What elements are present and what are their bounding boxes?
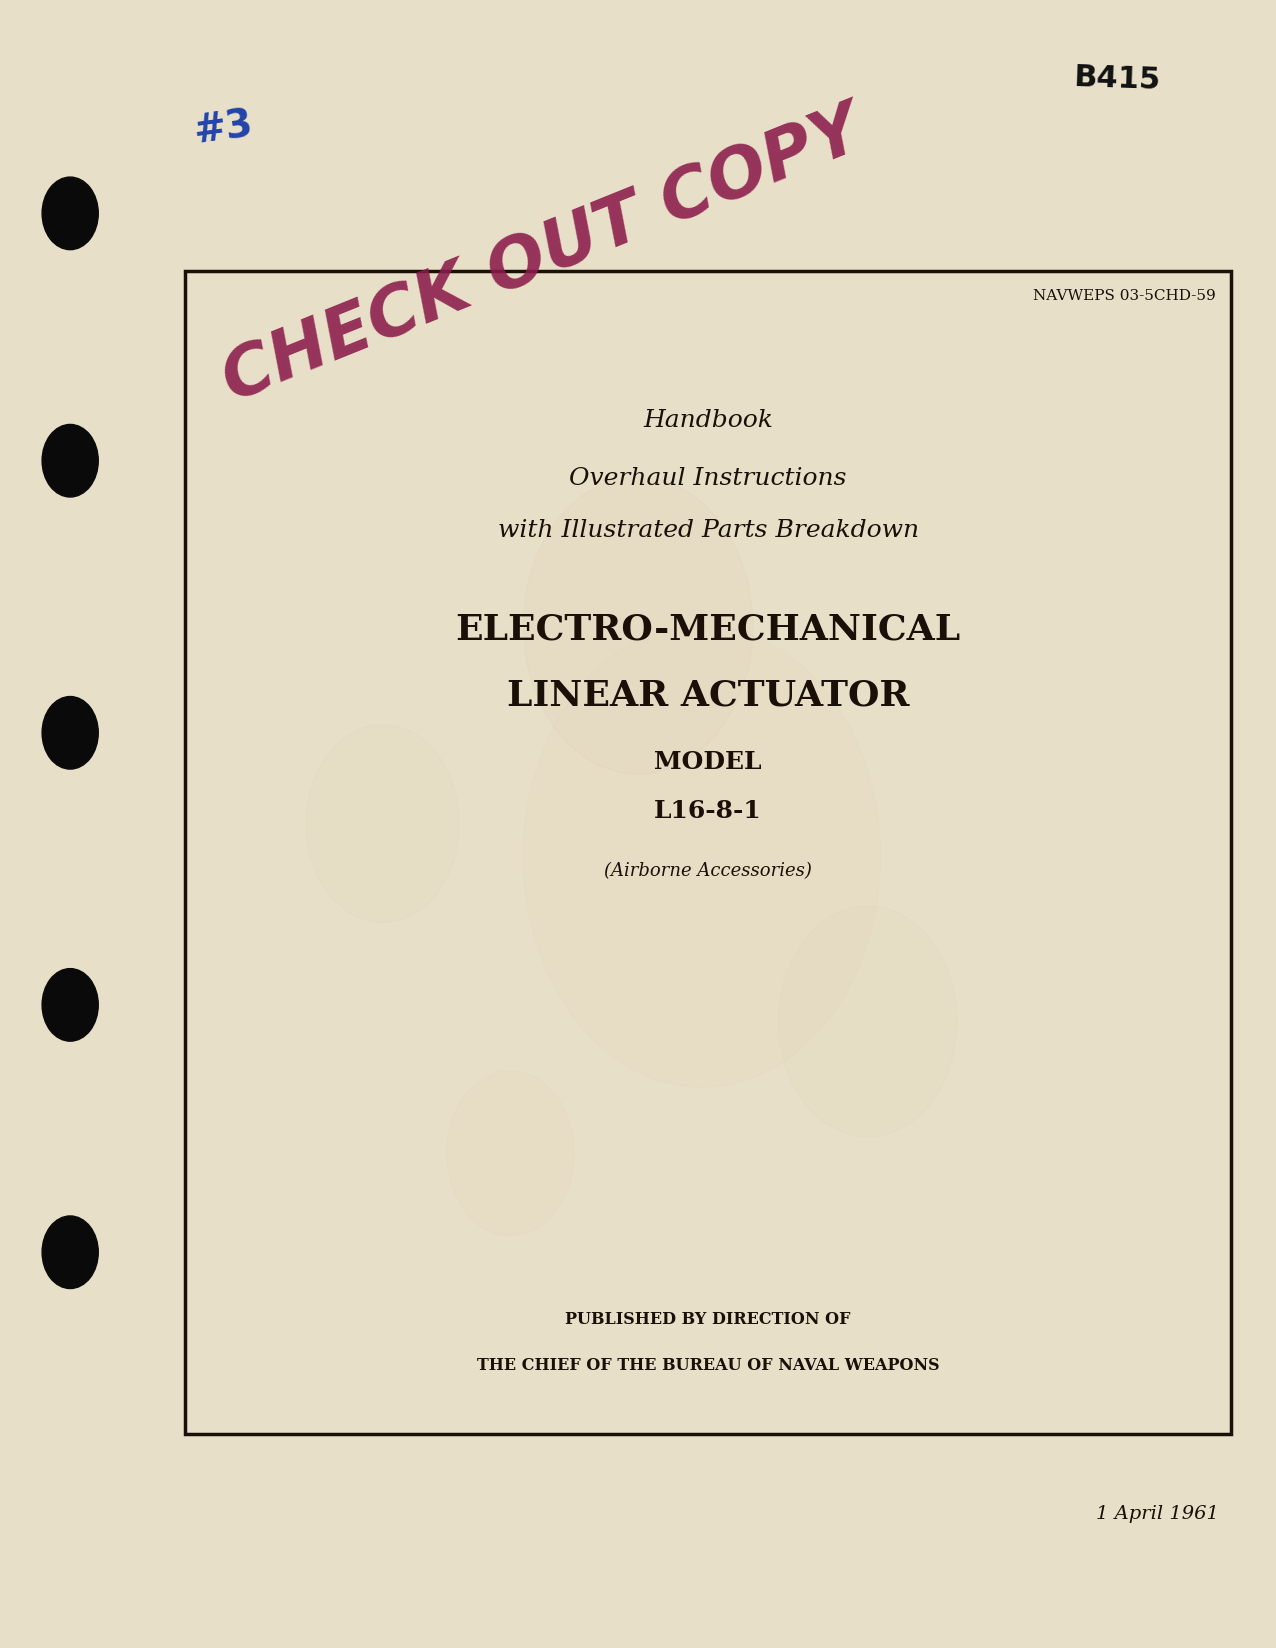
Text: LINEAR ACTUATOR: LINEAR ACTUATOR: [507, 679, 910, 712]
Text: (Airborne Accessories): (Airborne Accessories): [605, 862, 812, 878]
Circle shape: [42, 425, 98, 498]
Text: Overhaul Instructions: Overhaul Instructions: [569, 466, 847, 489]
Text: B415: B415: [1073, 63, 1160, 96]
Text: Handbook: Handbook: [643, 409, 773, 432]
Circle shape: [42, 1216, 98, 1289]
Circle shape: [42, 969, 98, 1042]
Text: THE CHIEF OF THE BUREAU OF NAVAL WEAPONS: THE CHIEF OF THE BUREAU OF NAVAL WEAPONS: [477, 1356, 939, 1373]
Text: NAVWEPS 03-5CHD-59: NAVWEPS 03-5CHD-59: [1034, 288, 1216, 302]
Text: L16-8-1: L16-8-1: [655, 799, 762, 822]
Text: CHECK OUT COPY: CHECK OUT COPY: [213, 96, 872, 415]
Text: 1 April 1961: 1 April 1961: [1096, 1505, 1219, 1521]
Text: #3: #3: [191, 105, 255, 152]
Text: PUBLISHED BY DIRECTION OF: PUBLISHED BY DIRECTION OF: [565, 1310, 851, 1327]
Circle shape: [42, 697, 98, 770]
Text: with Illustrated Parts Breakdown: with Illustrated Parts Breakdown: [498, 519, 919, 542]
Circle shape: [42, 178, 98, 250]
Text: ELECTRO-MECHANICAL: ELECTRO-MECHANICAL: [456, 613, 961, 646]
Bar: [185, 272, 1231, 1434]
Text: MODEL: MODEL: [655, 750, 762, 773]
